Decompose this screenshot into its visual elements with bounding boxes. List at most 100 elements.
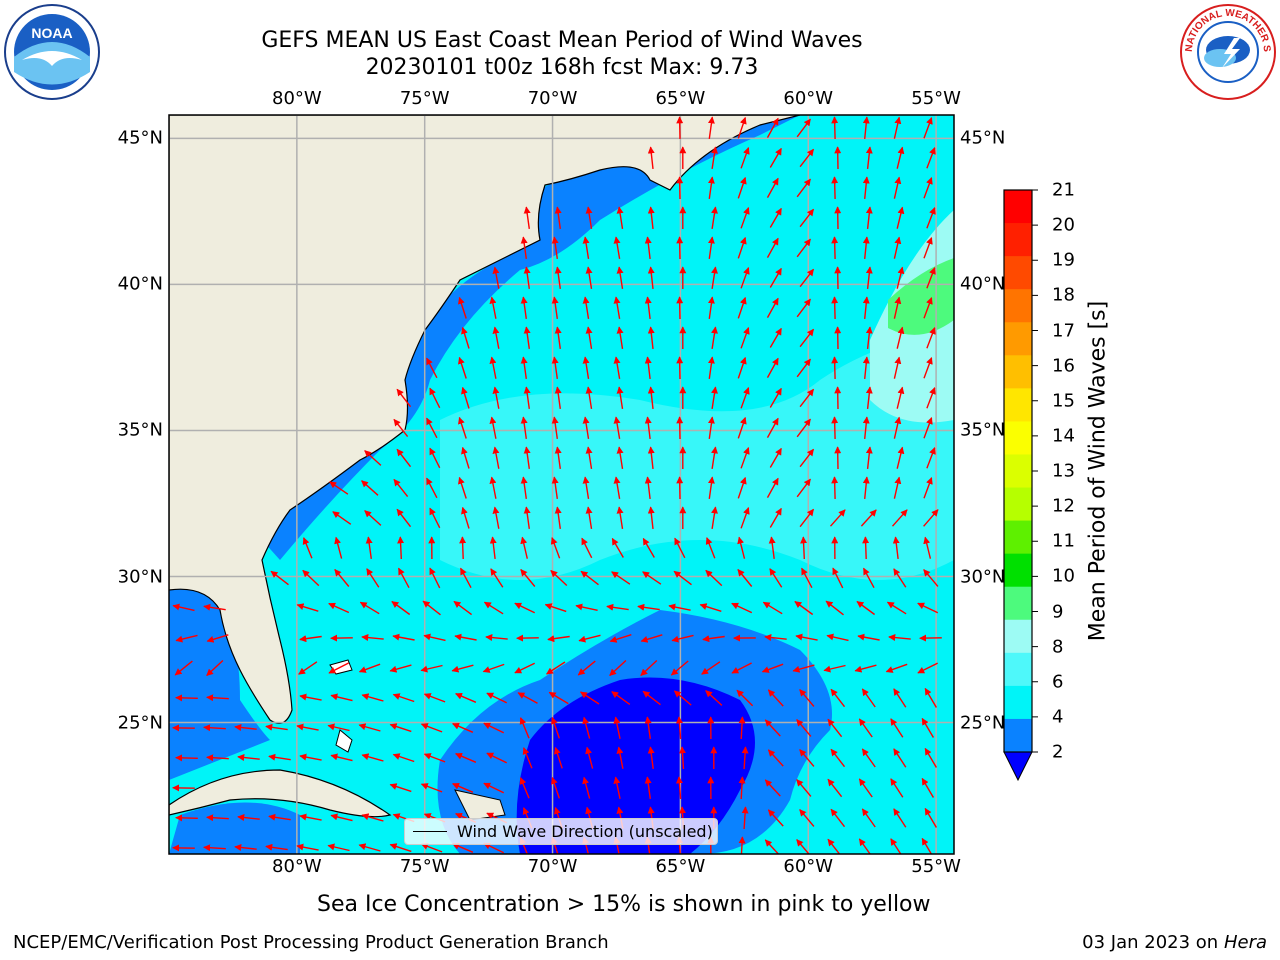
lon-tick-label: 75°W — [399, 88, 450, 109]
direction-arrow — [707, 116, 715, 139]
direction-arrow — [740, 447, 750, 469]
lat-tick-label: 45°N — [960, 127, 1006, 149]
direction-arrow — [203, 844, 226, 852]
direction-arrow — [862, 116, 870, 139]
colorbar-tick-label: 17 — [1052, 320, 1075, 341]
direction-arrow — [334, 568, 350, 587]
colorbar-tick-label: 20 — [1052, 214, 1075, 236]
direction-arrow — [736, 689, 754, 707]
lon-tick-label: 80°W — [271, 856, 322, 877]
direction-arrow — [702, 635, 725, 643]
direction-arrow — [585, 326, 593, 350]
direction-arrow — [893, 748, 907, 768]
direction-arrow — [741, 746, 749, 770]
direction-arrow — [483, 601, 504, 615]
direction-arrow — [389, 723, 412, 733]
direction-arrow — [647, 266, 655, 289]
direction-arrow — [234, 844, 257, 851]
colorbar-tick-label: 18 — [1052, 284, 1075, 306]
colorbar-segment — [1004, 256, 1032, 290]
direction-arrow — [585, 446, 593, 470]
direction-arrow — [391, 600, 411, 616]
direction-arrow — [799, 328, 815, 348]
direction-arrow — [175, 754, 198, 762]
direction-arrow — [926, 327, 936, 349]
direction-arrow — [924, 687, 938, 708]
lon-tick-label: 55°W — [911, 856, 961, 877]
direction-arrow — [888, 634, 911, 642]
direction-arrow — [613, 356, 621, 380]
direction-arrow — [769, 507, 782, 528]
direction-arrow — [389, 843, 412, 853]
direction-arrow — [926, 207, 936, 229]
direction-arrow — [766, 297, 779, 318]
direction-arrow — [365, 536, 373, 559]
direction-arrow — [585, 386, 593, 410]
colorbar-segment — [1004, 190, 1032, 224]
direction-arrow — [831, 356, 839, 380]
direction-arrow — [738, 836, 746, 854]
direction-arrow — [578, 634, 601, 643]
direction-arrow — [707, 356, 715, 379]
direction-arrow — [364, 450, 382, 466]
direction-arrow — [830, 688, 846, 708]
direction-arrow — [921, 837, 933, 854]
direction-arrow — [792, 664, 815, 673]
colorbar-tick-label: 19 — [1052, 249, 1075, 271]
direction-arrow — [389, 783, 412, 793]
direction-arrow — [825, 600, 844, 616]
direction-arrow — [429, 447, 441, 469]
direction-arrow — [711, 386, 718, 410]
direction-arrow — [361, 480, 379, 496]
direction-arrow — [609, 634, 632, 643]
direction-arrow — [606, 603, 629, 611]
direction-arrow — [767, 749, 784, 767]
lon-tick-label: 60°W — [783, 88, 834, 109]
direction-arrow — [455, 752, 477, 763]
direction-arrow — [865, 146, 873, 169]
direction-arrow — [862, 236, 870, 259]
direction-arrow — [575, 603, 598, 611]
direction-arrow — [396, 448, 412, 468]
direction-arrow — [644, 356, 652, 379]
direction-arrow — [711, 446, 718, 470]
direction-arrow — [796, 478, 811, 498]
direction-arrow — [454, 633, 477, 641]
direction-arrow — [268, 813, 291, 821]
direction-arrow — [731, 602, 753, 614]
direction-arrow — [299, 813, 322, 821]
direction-arrow — [546, 661, 566, 675]
direction-arrow — [711, 266, 718, 290]
direction-arrow — [550, 569, 568, 587]
direction-arrow — [420, 664, 443, 673]
direction-arrow — [459, 536, 467, 560]
direction-arrow — [393, 418, 409, 438]
direction-arrow — [585, 266, 593, 290]
direction-arrow — [327, 723, 350, 732]
direction-arrow — [482, 663, 505, 673]
direction-arrow — [699, 603, 722, 612]
direction-arrow — [707, 476, 715, 499]
direction-arrow — [554, 326, 562, 349]
direction-arrow — [358, 843, 381, 852]
lat-tick-label: 35°N — [960, 419, 1006, 441]
direction-arrow — [768, 536, 776, 559]
colorbar-segment — [1004, 289, 1032, 323]
direction-arrow — [364, 510, 382, 526]
direction-arrow — [823, 664, 846, 673]
direction-arrow — [675, 716, 683, 740]
direction-arrow — [613, 716, 621, 739]
direction-arrow — [299, 753, 322, 761]
direction-arrow — [890, 718, 904, 738]
direction-arrow — [426, 357, 438, 379]
direction-arrow — [858, 718, 873, 738]
direction-arrow — [886, 601, 907, 615]
direction-arrow — [830, 748, 846, 768]
colorbar — [1003, 189, 1038, 782]
direction-arrow — [826, 633, 849, 642]
direction-arrow — [737, 236, 747, 259]
direction-arrow — [551, 296, 559, 319]
direction-arrow — [799, 448, 815, 468]
legend-line-swatch — [413, 831, 447, 832]
direction-arrow — [551, 356, 559, 379]
